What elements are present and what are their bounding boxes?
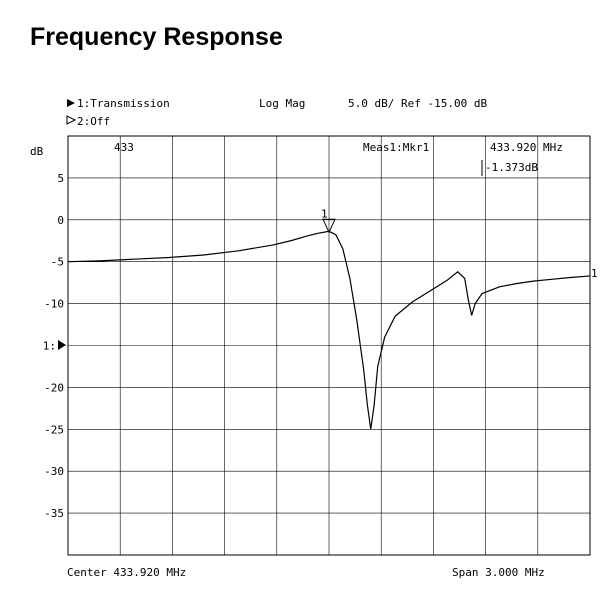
- y-tick-label: 1:: [43, 340, 56, 353]
- reference-level-icon: [58, 340, 66, 350]
- scale-label: 5.0 dB/ Ref -15.00 dB: [348, 97, 487, 110]
- marker-readout-value: -1.373dB: [485, 161, 538, 174]
- center-frequency-label: Center 433.920 MHz: [67, 566, 186, 579]
- y-tick-label: -35: [44, 507, 64, 520]
- marker-grid-annotation: 433: [114, 141, 134, 154]
- marker-readout-frequency: 433.920 MHz: [490, 141, 563, 154]
- marker-readout-label: Meas1:Mkr1: [363, 141, 429, 154]
- trace1-label: 1:Transmission: [77, 97, 170, 110]
- y-tick-labels: 5 0 -5 -10 1: -20 -25 -30 -35: [43, 172, 64, 520]
- trace1-active-icon: [67, 99, 75, 107]
- y-unit-label: dB: [30, 145, 44, 158]
- grid: [68, 136, 590, 555]
- y-tick-label: -20: [44, 381, 64, 394]
- marker-triangle-icon: [322, 218, 336, 234]
- trace-end-label: 1: [591, 267, 598, 280]
- span-label: Span 3.000 MHz: [452, 566, 545, 579]
- trace2-inactive-icon: [66, 115, 77, 125]
- y-tick-label: 0: [57, 214, 64, 227]
- plot-frame: [67, 135, 591, 556]
- y-tick-label: -30: [44, 465, 64, 478]
- y-tick-label: -25: [44, 423, 64, 436]
- trace2-label: 2:Off: [77, 115, 110, 128]
- trace-line: [67, 230, 591, 430]
- y-tick-label: 5: [57, 172, 64, 185]
- format-label: Log Mag: [259, 97, 305, 110]
- y-tick-label: -5: [51, 256, 64, 269]
- page-title: Frequency Response: [30, 23, 283, 51]
- y-tick-label: -10: [44, 298, 64, 311]
- marker-number-label: 1: [321, 207, 328, 220]
